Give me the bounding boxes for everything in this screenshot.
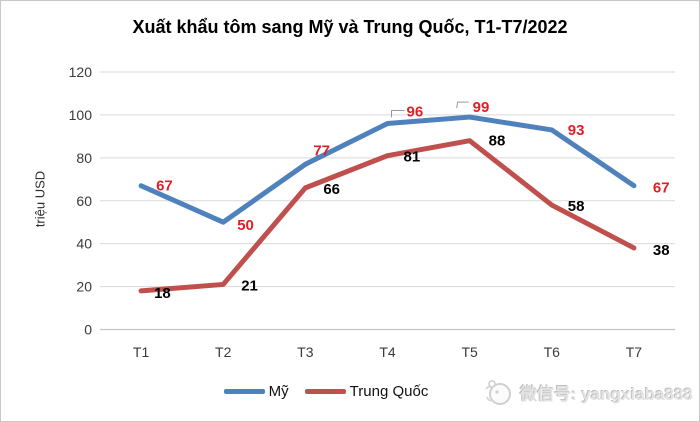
y-tick-label: 80 <box>76 150 92 166</box>
legend-swatch <box>223 389 265 394</box>
wechat-mascot-icon <box>485 380 512 405</box>
data-label: 58 <box>568 198 585 215</box>
y-tick-label: 40 <box>76 236 92 252</box>
data-label: 66 <box>323 181 340 198</box>
data-label: 88 <box>489 133 506 150</box>
x-tick-label: T1 <box>133 344 150 360</box>
data-label: 67 <box>653 180 670 197</box>
data-label: 96 <box>407 104 424 121</box>
series-line-mỹ <box>138 114 637 225</box>
legend-item-mỹ: Mỹ <box>223 383 289 400</box>
data-label: 99 <box>473 99 490 116</box>
data-label: 81 <box>404 149 421 166</box>
label-leader-line <box>456 101 469 109</box>
legend-label: Mỹ <box>268 383 289 400</box>
y-tick-label: 60 <box>76 193 92 209</box>
data-label: 18 <box>154 285 171 302</box>
x-tick-label: T6 <box>544 344 561 360</box>
legend-label: Trung Quốc <box>349 383 429 400</box>
y-tick-label: 120 <box>69 64 93 80</box>
x-tick-label: T5 <box>461 344 478 360</box>
legend: Mỹ Trung Quốc <box>1 383 675 400</box>
chart-title: Xuất khẩu tôm sang Mỹ và Trung Quốc, T1-… <box>132 17 568 37</box>
series-line-trung-quốc <box>138 138 637 294</box>
data-label: 50 <box>237 217 254 234</box>
legend-item-trung-quốc: Trung Quốc <box>304 383 429 400</box>
y-tick-label: 100 <box>69 107 93 123</box>
y-tick-label: 0 <box>84 322 92 338</box>
watermark-text: 微信号: yangxiaba888 <box>520 384 693 404</box>
data-label: 38 <box>653 242 670 259</box>
data-label: 21 <box>241 277 258 294</box>
data-label: 67 <box>156 178 173 195</box>
data-label: 93 <box>568 122 585 139</box>
x-tick-label: T2 <box>215 344 232 360</box>
x-tick-label: T3 <box>297 344 314 360</box>
data-label: 77 <box>313 142 330 159</box>
y-tick-label: 20 <box>76 279 92 295</box>
x-tick-label: T7 <box>626 344 643 360</box>
legend-swatch <box>304 389 346 394</box>
label-leader-line <box>391 110 405 118</box>
x-tick-label: T4 <box>379 344 396 360</box>
watermark: 微信号: yangxiaba888 <box>483 377 693 407</box>
